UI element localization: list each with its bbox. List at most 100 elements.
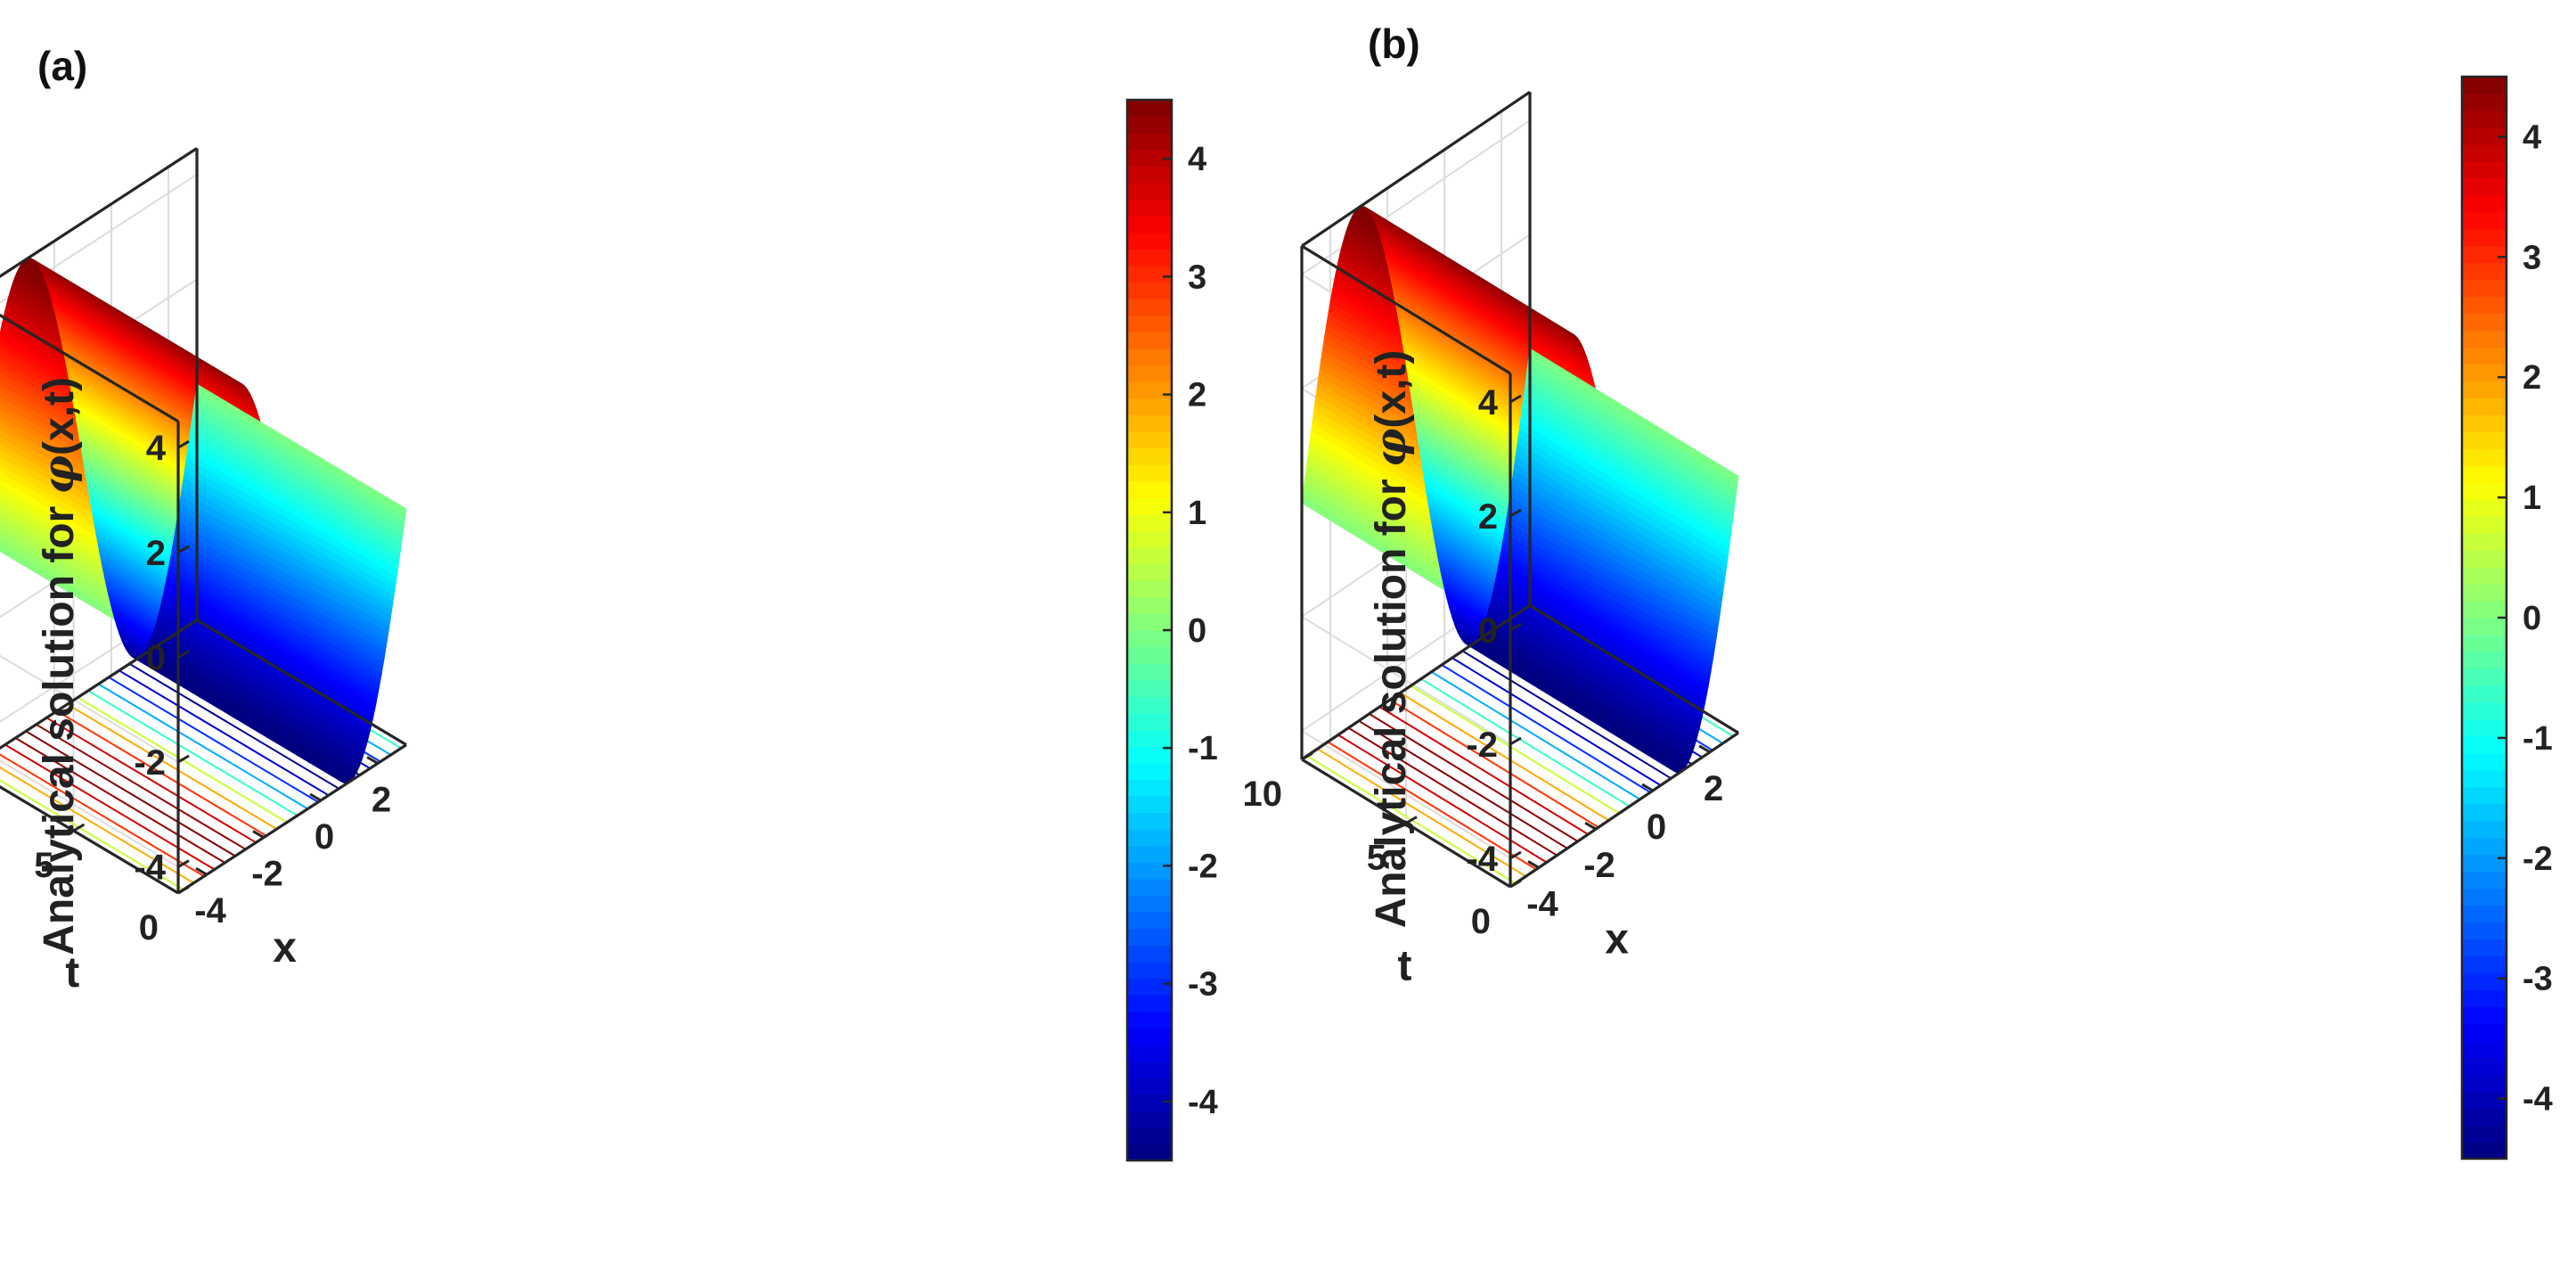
panel-a-floor-contour bbox=[119, 669, 330, 797]
panel-b-floor-contour bbox=[1358, 719, 1568, 849]
panel-a-colorbar-band bbox=[1127, 464, 1172, 482]
panel-a-colorbar-band bbox=[1127, 414, 1172, 432]
panel-a-colorbar-ticks: 4 3 2 1 0 -1 -2 -3 -4 bbox=[1163, 141, 1218, 1121]
panel-a-colorbar-tick-label: 3 bbox=[1188, 258, 1206, 296]
panel-b-axis-edge bbox=[1301, 244, 1511, 375]
panel-b-t-tick-label: 0 bbox=[1471, 902, 1491, 941]
panel-a-colorbar-band bbox=[1127, 513, 1172, 532]
panel-b-x-tick-label: 2 bbox=[1704, 769, 1723, 808]
panel-b-colorbar-band bbox=[2462, 482, 2506, 500]
panel-b-colorbar-band bbox=[2462, 618, 2506, 636]
panel-a-colorbar-band bbox=[1127, 978, 1172, 996]
panel-a-colorbar-band bbox=[1127, 878, 1172, 897]
panel-b-colorbar-band bbox=[2462, 701, 2506, 720]
panel-b-x-axis-label: x bbox=[1605, 916, 1629, 964]
panel-a-colorbar-band bbox=[1127, 100, 1172, 118]
panel-b-colorbar-band bbox=[2462, 1091, 2506, 1109]
panel-b-colorbar-band bbox=[2462, 1023, 2506, 1041]
panel-b-colorbar-ticks: 4 3 2 1 0 -1 -2 -3 -4 bbox=[2498, 119, 2553, 1119]
panel-b-floor-contour bbox=[1327, 741, 1537, 871]
panel-a-colorbar-band bbox=[1127, 679, 1172, 697]
panel-b-colorbar-band bbox=[2462, 381, 2506, 399]
panel-b-colorbar-band bbox=[2462, 922, 2506, 940]
panel-a-z-tick-label: 4 bbox=[146, 429, 167, 468]
panel-a-colorbar-band bbox=[1127, 895, 1172, 913]
panel-a-colorbar-band bbox=[1127, 746, 1172, 764]
panel-b-t-tick-mark bbox=[1509, 879, 1522, 889]
panel-b-t-axis-label: t bbox=[1398, 942, 1412, 989]
panel-b-x-tick-label: 0 bbox=[1647, 808, 1666, 847]
panel-b-colorbar-tick-label: -4 bbox=[2523, 1081, 2553, 1119]
panel-b-floor-contour bbox=[1410, 685, 1620, 815]
panel-b-colorbar-band bbox=[2462, 431, 2506, 449]
panel-b-z-tick-mark bbox=[1509, 394, 1522, 404]
panel-a-ticks: -4 -2 0 2 4 0 5 10 -4 -2 0 2 bbox=[34, 429, 391, 947]
panel-a-colorbar-band bbox=[1127, 1078, 1172, 1095]
panel-b-colorbar-band bbox=[2462, 888, 2506, 906]
panel-b-colorbar-band bbox=[2462, 1125, 2506, 1143]
panel-b-t-tick-label: 10 bbox=[1243, 775, 1283, 814]
panel-a-colorbar-band bbox=[1127, 1011, 1172, 1029]
panel-a-colorbar-band bbox=[1127, 299, 1172, 316]
panel-a-colorbar-band bbox=[1127, 912, 1172, 930]
panel-b-x-tick-mark bbox=[1641, 783, 1654, 792]
panel-a-floor-contour bbox=[56, 709, 267, 837]
panel-a-axis-edge bbox=[177, 743, 407, 895]
panel-b-axis-edge bbox=[1301, 603, 1531, 761]
panel-a-colorbar-band bbox=[1127, 480, 1172, 498]
panel-a-t-tick-mark bbox=[72, 823, 86, 832]
panel-b-colorbar-band bbox=[2462, 584, 2506, 602]
panel-b-z-tick-label: -2 bbox=[1466, 726, 1498, 765]
panel-a-colorbar-band bbox=[1127, 332, 1172, 349]
panel-a-colorbar-band bbox=[1127, 149, 1172, 167]
panel-a-colorbar-band bbox=[1127, 116, 1172, 134]
panel-b-colorbar-band bbox=[2462, 77, 2506, 94]
panel-b-colorbar-band bbox=[2462, 330, 2506, 348]
panel-b-colorbar-band bbox=[2462, 414, 2506, 432]
panel-a-z-tick-label: -2 bbox=[134, 743, 166, 783]
panel-a-colorbar-band bbox=[1127, 447, 1172, 465]
panel-a-colorbar-band bbox=[1127, 1144, 1172, 1161]
panel-b-colorbar-band bbox=[2462, 837, 2506, 856]
panel-a-x-axis-label: x bbox=[273, 924, 297, 972]
panel-a-colorbar-tick-label: -4 bbox=[1188, 1084, 1218, 1121]
panel-a-colorbar-band bbox=[1127, 315, 1172, 332]
panel-b-colorbar-band bbox=[2462, 296, 2506, 315]
panel-a-x-tick-label: -2 bbox=[251, 855, 283, 894]
panel-b-colorbar-band bbox=[2462, 228, 2506, 247]
panel-b-colorbar-band bbox=[2462, 803, 2506, 822]
panel-b-colorbar-band bbox=[2462, 177, 2506, 196]
panel-a-colorbar-tick-label: -2 bbox=[1188, 848, 1218, 885]
panel-a-colorbar-band bbox=[1127, 365, 1172, 382]
panel-b-colorbar-band bbox=[2462, 127, 2506, 145]
panel-a-colorbar-band bbox=[1127, 249, 1172, 266]
panel-a-axes-box bbox=[0, 147, 407, 895]
panel-b-colorbar-band bbox=[2462, 364, 2506, 382]
panel-a-colorbar-band bbox=[1127, 961, 1172, 980]
panel-b-colorbar-band bbox=[2462, 465, 2506, 483]
panel-a-colorbar-band bbox=[1127, 1127, 1172, 1144]
panel-b-z-tick-mark bbox=[1509, 850, 1522, 860]
panel-a-colorbar-band bbox=[1127, 928, 1172, 946]
panel-a-colorbar-band bbox=[1127, 182, 1172, 201]
panel-b-colorbar-band bbox=[2462, 144, 2506, 162]
panel-b-colorbar-band bbox=[2462, 448, 2506, 466]
panel-b-z-tick-mark bbox=[1509, 508, 1522, 518]
panel-b-colorbar-band bbox=[2462, 769, 2506, 788]
panel-a-colorbar-band bbox=[1127, 232, 1172, 250]
panel-b-floor-contour bbox=[1389, 699, 1599, 829]
panel-a-axis-edge bbox=[0, 313, 179, 423]
panel-a-z-tick-mark bbox=[177, 545, 190, 554]
panel-b-z-tick-mark bbox=[1509, 622, 1522, 632]
panel-a-colorbar bbox=[1125, 98, 1174, 1162]
panel-b-colorbar-band bbox=[2462, 786, 2506, 805]
panel-b-z-axis-label: Analytical solution for φ(x,t) bbox=[1366, 350, 1416, 929]
panel-b-z-tick-label: 2 bbox=[1478, 497, 1498, 537]
panel-a-t-tick-label: 5 bbox=[34, 846, 53, 885]
panel-b-colorbar-band bbox=[2462, 347, 2506, 365]
panel-b-floor-contour bbox=[1399, 692, 1610, 822]
panel-a-colorbar-band bbox=[1127, 282, 1172, 299]
panel-a-colorbar-band bbox=[1127, 430, 1172, 449]
panel-b-colorbar-tick-label: -1 bbox=[2523, 720, 2553, 758]
